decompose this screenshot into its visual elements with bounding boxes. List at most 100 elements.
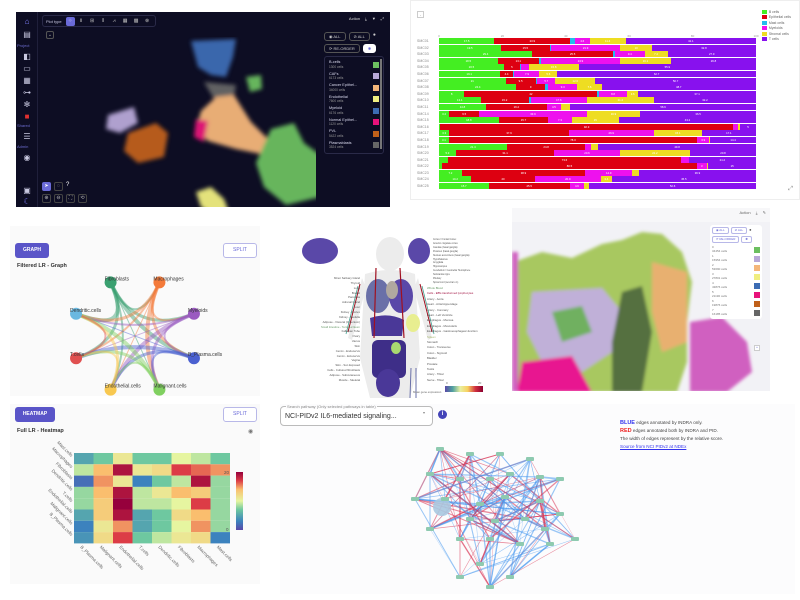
bar-segment[interactable]: 16.9 [586, 110, 641, 117]
tissue-label[interactable]: Thyroid [350, 280, 360, 285]
bar-segment[interactable]: 7.3 [548, 117, 572, 124]
network-node[interactable] [426, 472, 434, 476]
color-swatch[interactable] [373, 84, 379, 91]
split-button[interactable]: SPLIT [223, 243, 257, 258]
bar-row[interactable]: SMC10 13.1 15.2 17.6 21.2 32.2 [417, 97, 756, 104]
bar-row[interactable]: SMC17 3.3 37.6 26.9 15.1 17.1 [417, 130, 756, 137]
graph-node[interactable] [70, 352, 83, 365]
network-edge[interactable] [509, 500, 541, 578]
bar-row[interactable]: SMC21 73.6 21.2 [417, 156, 756, 163]
network-edge[interactable] [429, 453, 501, 475]
tissue-label[interactable]: Cervix - Endocervix [335, 348, 360, 353]
bar-segment[interactable]: 9.3 [548, 84, 578, 91]
bar-segment[interactable]: 80.5 [441, 163, 698, 170]
graph-edge[interactable] [75, 281, 161, 322]
bar-segment[interactable] [439, 123, 441, 130]
color-swatch[interactable] [373, 96, 379, 103]
graph-edge[interactable] [75, 350, 161, 391]
legend-item[interactable]: Mast cells [761, 20, 791, 26]
legend-item[interactable]: Normal Epithel... 1120 cells [329, 117, 379, 129]
legend-scrollbar[interactable] [380, 59, 382, 149]
bar-segment[interactable]: 92.3 [440, 123, 733, 130]
brain-region-label[interactable]: Cortex / Frontal Cortex [433, 239, 457, 241]
bar-segment[interactable]: 7.2 [439, 169, 462, 176]
home-icon[interactable]: ⌂ [24, 17, 30, 26]
bar-row[interactable]: SMC11 14.8 19.2 4.5 58.6 [417, 103, 756, 110]
info-icon[interactable]: i [438, 410, 447, 419]
heatmap-cell[interactable] [152, 509, 172, 521]
bar-segment[interactable]: 9.4 [614, 51, 645, 58]
bar-segment[interactable]: 73.6 [447, 156, 682, 163]
bar-segment[interactable]: 4.6 [569, 183, 585, 190]
legend-item[interactable]: 1 15954 cells [712, 254, 760, 263]
bar-segment[interactable]: 3.6 [626, 90, 639, 97]
plot-type-bar[interactable]: Ⅱ [79, 17, 83, 24]
bar-segment[interactable]: 15.2 [480, 97, 529, 104]
network-node[interactable] [536, 475, 544, 479]
help-icon[interactable]: ? [66, 182, 70, 188]
network-edge[interactable] [429, 473, 541, 502]
heatmap-cell[interactable] [171, 453, 192, 465]
hide-all-button[interactable]: ⊘ ALL [348, 32, 370, 41]
bar-segment[interactable]: 50.7 [595, 77, 756, 84]
heatmap-cell[interactable] [74, 453, 94, 465]
graph-edge[interactable] [109, 361, 161, 390]
bar-segment[interactable] [513, 70, 515, 77]
bar-segment[interactable]: 25.5 [488, 183, 570, 190]
bar-segment[interactable]: 62.7 [557, 70, 756, 77]
bar-segment[interactable]: 78.3 [448, 136, 698, 143]
network-node[interactable] [456, 477, 464, 481]
bar-segment[interactable]: 18.8 [439, 117, 499, 124]
brain-region-label[interactable]: Cerebellum / Cerebellar Hemisphere [433, 270, 471, 273]
heatmap-cell[interactable] [132, 453, 153, 465]
legend-item[interactable]: B cells [761, 9, 791, 15]
heatmap-cell[interactable] [191, 464, 211, 476]
network-edge[interactable] [479, 476, 541, 565]
heatmap-cell[interactable] [152, 475, 172, 487]
bar-segment[interactable] [539, 57, 542, 64]
zoom-out-icon[interactable]: ⊖ [54, 194, 63, 203]
download-icon[interactable]: ⤓ [365, 16, 367, 21]
brain-region-label[interactable]: Putamen (basal ganglia) [433, 250, 458, 253]
network-edge[interactable] [459, 538, 576, 578]
heatmap-cell[interactable] [152, 453, 172, 465]
bar-segment[interactable] [561, 103, 571, 110]
bar-segment[interactable]: 36.5 [640, 110, 756, 117]
plot-type-line[interactable]: ⩘ [112, 17, 116, 24]
brain-region-label[interactable]: Spinal cord (cervical c-1) [433, 281, 459, 284]
bar-segment[interactable]: 15.8 [528, 64, 579, 71]
bar-segment[interactable] [591, 143, 599, 150]
bar-segment[interactable] [544, 84, 549, 91]
bar-segment[interactable]: 15.7 [439, 183, 489, 190]
calendar-icon[interactable]: ▦ [23, 76, 31, 85]
bar-segment[interactable]: 12.6 [555, 77, 596, 84]
bar-segment[interactable]: 33.9 [479, 110, 587, 117]
network-edge[interactable] [439, 448, 521, 545]
tissue-label[interactable]: Uterus [351, 339, 360, 344]
graph-edge[interactable] [145, 281, 162, 391]
heatmap-cell[interactable] [191, 532, 211, 544]
bar-segment[interactable]: 20.5 [439, 64, 504, 71]
reorder-button[interactable]: ⟳ RE-ORDER [324, 44, 360, 53]
network-edge[interactable] [494, 518, 526, 522]
network-edge[interactable] [479, 538, 491, 565]
bar-segment[interactable]: 5.6 [539, 70, 558, 77]
heatmap-cell[interactable] [210, 475, 231, 487]
network-edge[interactable] [429, 473, 541, 478]
bar-segment[interactable]: 55.9 [578, 64, 756, 71]
network-edge[interactable] [414, 498, 521, 545]
color-swatch[interactable] [373, 107, 379, 114]
brain-region-label[interactable]: Nucleus accumbens (basal ganglia) [433, 254, 470, 257]
bar-row[interactable]: SMC05 20.5 5 15.8 55.9 [417, 64, 756, 71]
network-edge[interactable] [479, 513, 561, 565]
network-node[interactable] [491, 519, 499, 523]
tissue-label[interactable]: Cells - EBV-transformed lymphocytes [427, 291, 474, 296]
network-edge[interactable] [529, 458, 541, 502]
plot-type-stacked[interactable]: ⫴ [102, 17, 105, 24]
heatmap-cell[interactable] [152, 498, 172, 510]
tissue-label[interactable]: Artery - Tibial [427, 372, 444, 377]
body-map-figure[interactable] [270, 228, 510, 400]
server-icon[interactable]: ☰ [23, 132, 31, 141]
network-edge[interactable] [459, 538, 491, 588]
collapse-legend-button[interactable]: ^ [754, 345, 760, 351]
